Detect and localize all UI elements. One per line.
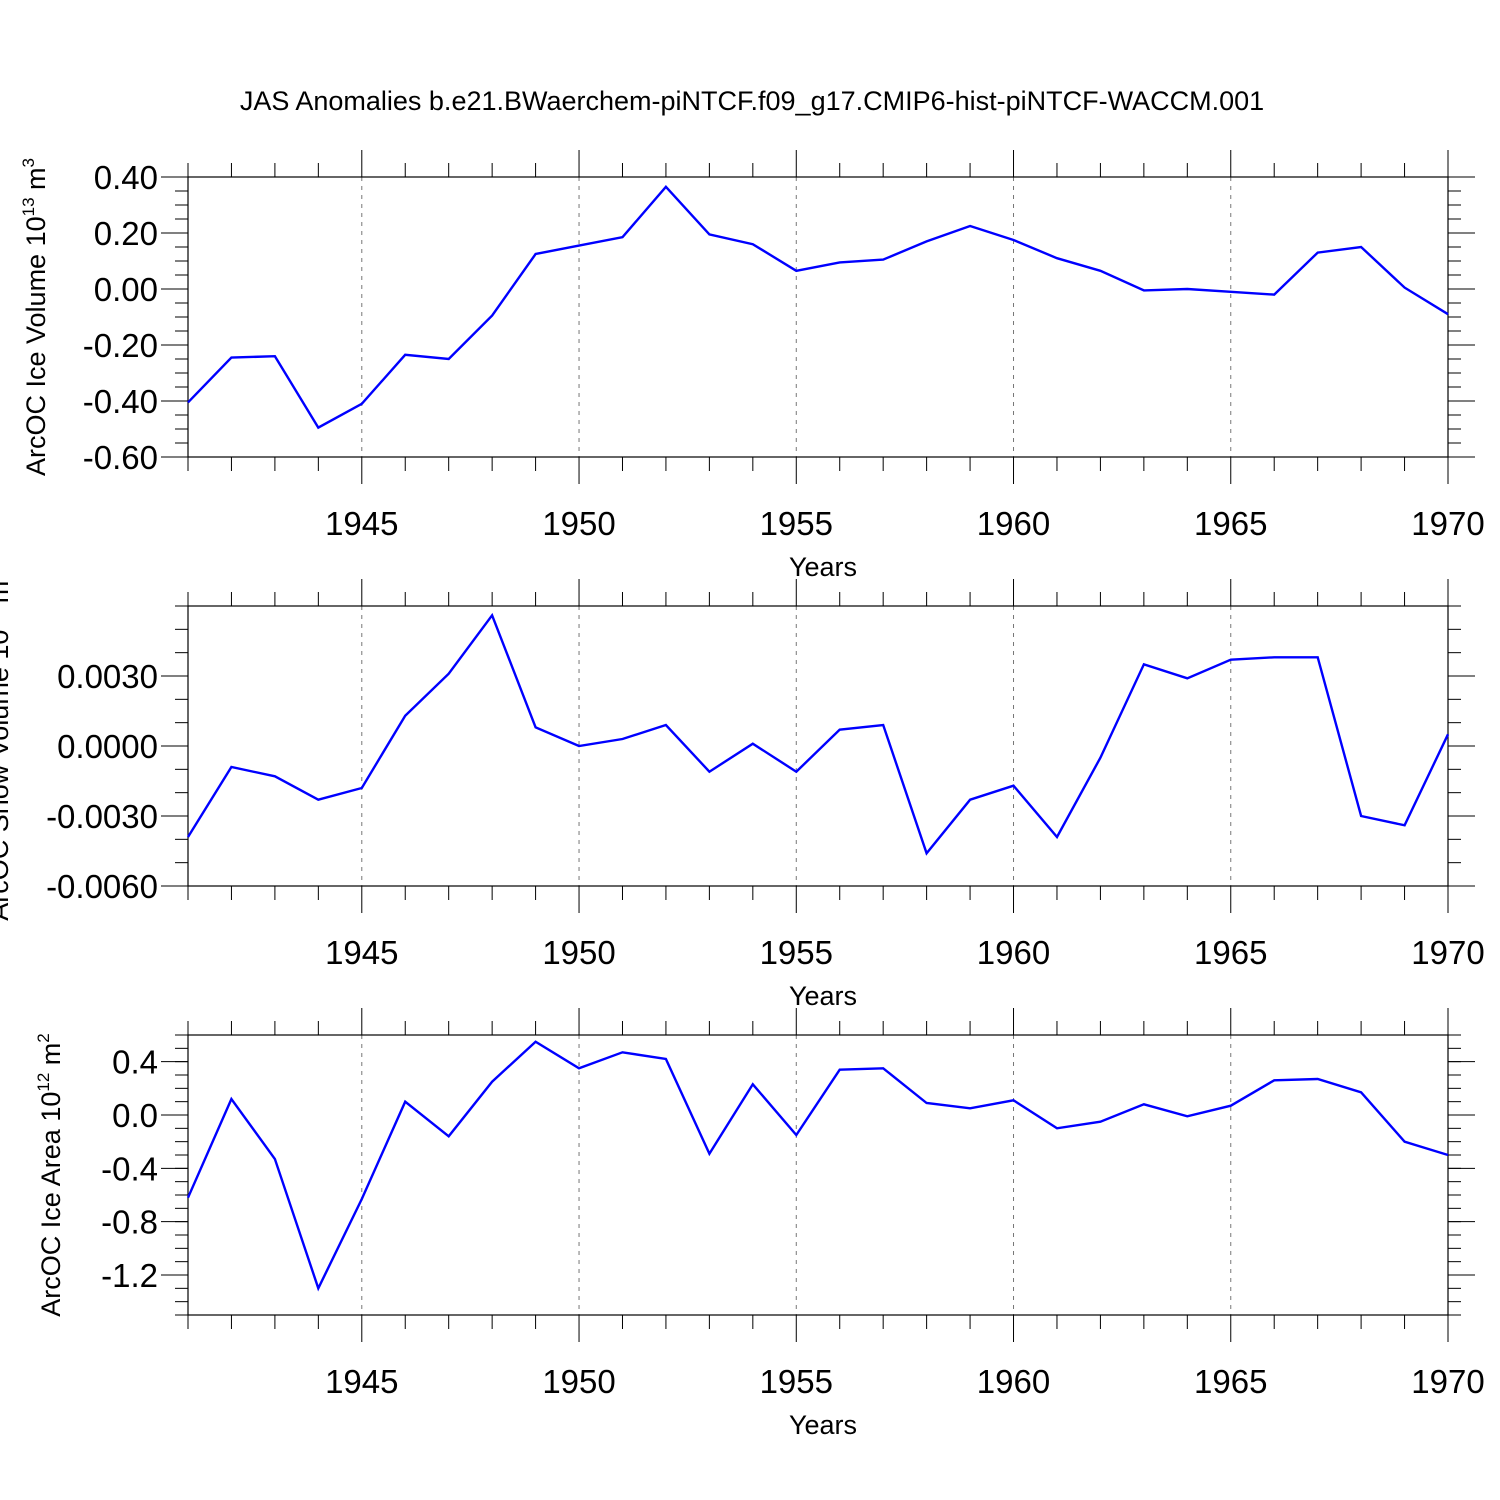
x-tick-label: 1945 [325,934,398,971]
series-line-ice-volume [187,184,1449,430]
x-tick-label: 1950 [542,505,615,542]
y-tick-label: -0.8 [101,1204,158,1241]
panel-2: -0.0060 -0.0030 0.0000 0.0030 1945 1950 1955 19… [0,571,1485,1011]
y-tick-label: 0.20 [94,215,158,252]
y-tick-label: -0.20 [83,327,158,364]
panels: -0.60 -0.40 -0.20 0.00 0.20 0.40 1945 1950 1955 1… [0,150,1485,1440]
x-tick-label: 1970 [1411,505,1484,542]
y-tick-label: 0.40 [94,159,158,196]
series-line-ice-area [186,1040,1449,1292]
x-tick-label: 1965 [1194,505,1267,542]
x-tick-label: 1965 [1194,934,1267,971]
x-tick-label: 1960 [977,1363,1050,1400]
y-axis-title: ArcOC Ice Volume 1013 m3 [19,158,51,476]
y-tick-label: 0.0 [112,1097,158,1134]
x-tick-label: 1960 [977,505,1050,542]
y-axis-title: ArcOC Snow Volume 1013 m3 [0,571,14,921]
x-tick-label: 1945 [325,505,398,542]
x-tick-label: 1950 [542,1363,615,1400]
chart-title: JAS Anomalies b.e21.BWaerchem-piNTCF.f09… [240,86,1264,116]
panel-3: -1.2 -0.8 -0.4 0.0 0.4 1945 1950 1955 1960 1965 19… [34,1008,1485,1440]
x-axis-title: Years [789,552,857,582]
x-tick-label: 1970 [1411,1363,1484,1400]
x-tick-label: 1955 [760,1363,833,1400]
y-tick-label: -0.4 [101,1150,158,1187]
x-tick-label: 1945 [325,1363,398,1400]
y-tick-label: 0.4 [112,1044,158,1081]
x-tick-label: 1960 [977,934,1050,971]
y-tick-label: 0.00 [94,271,158,308]
x-tick-label: 1955 [760,505,833,542]
y-tick-label: -0.40 [83,383,158,420]
x-axis-title: Years [789,1410,857,1440]
x-tick-label: 1965 [1194,1363,1267,1400]
y-tick-label: -0.0030 [46,798,158,835]
x-axis-title: Years [789,981,857,1011]
plot-frame [187,176,1449,458]
y-axis-title: ArcOC Ice Area 1012 m2 [34,1033,66,1317]
y-tick-label: -0.0060 [46,868,158,905]
y-tick-label: -1.2 [101,1257,158,1294]
plot-frame [187,1034,1449,1316]
x-tick-label: 1955 [760,934,833,971]
panel-1: -0.60 -0.40 -0.20 0.00 0.20 0.40 1945 1950 1955 1… [19,150,1485,582]
x-tick-label: 1950 [542,934,615,971]
series-line-snow-volume [186,612,1450,856]
plot-frame [187,605,1449,887]
x-tick-label: 1970 [1411,934,1484,971]
y-tick-label: 0.0000 [57,728,158,765]
y-tick-label: 0.0030 [57,658,158,695]
y-tick-label: -0.60 [83,439,158,476]
